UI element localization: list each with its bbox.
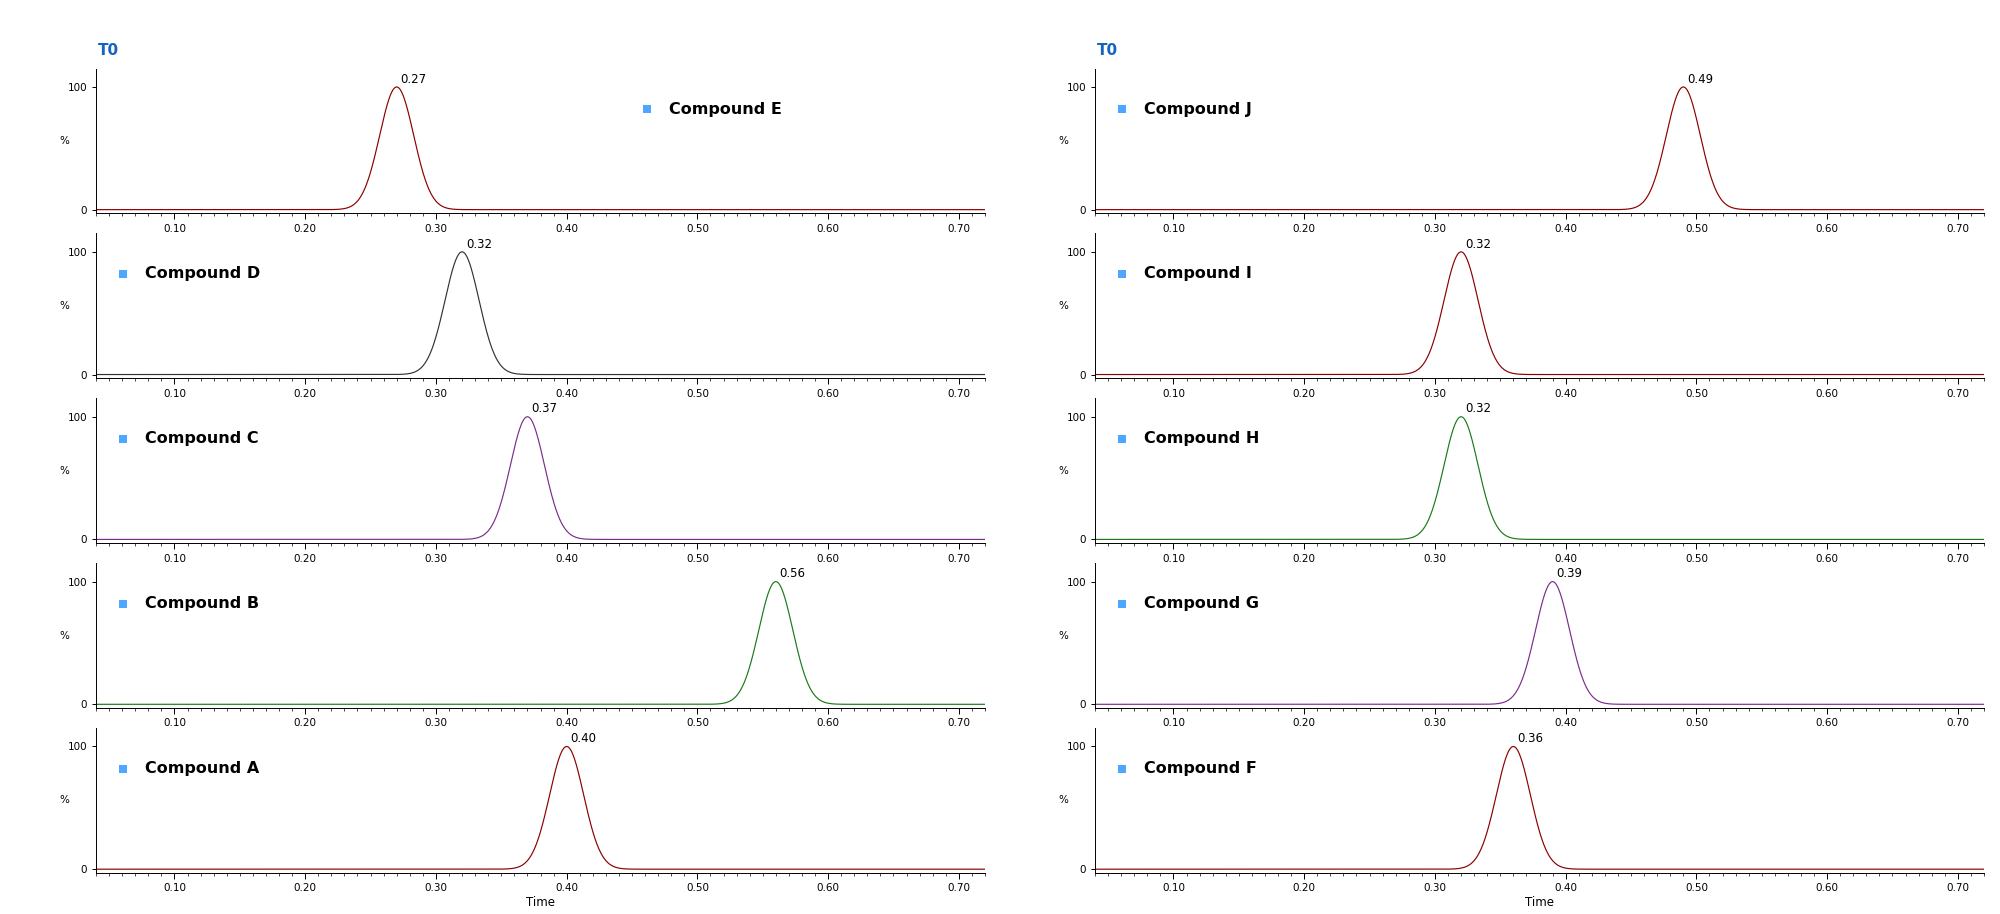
Y-axis label: %: % <box>60 631 70 641</box>
Y-axis label: %: % <box>60 795 70 805</box>
Text: Compound J: Compound J <box>1144 101 1252 117</box>
Text: Compound D: Compound D <box>144 267 260 282</box>
Text: Compound E: Compound E <box>670 101 782 117</box>
Y-axis label: %: % <box>1058 136 1068 146</box>
Text: 0.39: 0.39 <box>1556 568 1582 580</box>
Y-axis label: %: % <box>1058 466 1068 475</box>
Text: Compound C: Compound C <box>144 431 258 446</box>
Text: 0.36: 0.36 <box>1518 732 1544 745</box>
Text: 0.56: 0.56 <box>780 568 806 580</box>
Y-axis label: %: % <box>60 136 70 146</box>
Text: Compound F: Compound F <box>1144 761 1256 776</box>
X-axis label: Time: Time <box>526 896 556 909</box>
Y-axis label: %: % <box>1058 301 1068 311</box>
Text: 0.37: 0.37 <box>532 402 558 416</box>
Y-axis label: %: % <box>60 301 70 311</box>
Text: Compound G: Compound G <box>1144 596 1258 611</box>
X-axis label: Time: Time <box>1526 896 1554 909</box>
Y-axis label: %: % <box>1058 795 1068 805</box>
Text: 0.32: 0.32 <box>1464 402 1490 416</box>
Text: 0.40: 0.40 <box>570 732 596 745</box>
Text: T0: T0 <box>1096 43 1118 58</box>
Text: 0.27: 0.27 <box>400 73 426 86</box>
Y-axis label: %: % <box>60 466 70 475</box>
Text: Compound I: Compound I <box>1144 267 1252 282</box>
Text: Compound A: Compound A <box>144 761 260 776</box>
Text: 0.32: 0.32 <box>466 238 492 250</box>
Text: 0.32: 0.32 <box>1464 238 1490 250</box>
Text: 0.49: 0.49 <box>1688 73 1714 86</box>
Text: Compound B: Compound B <box>144 596 260 611</box>
Y-axis label: %: % <box>1058 631 1068 641</box>
Text: T0: T0 <box>98 43 120 58</box>
Text: Compound H: Compound H <box>1144 431 1260 446</box>
